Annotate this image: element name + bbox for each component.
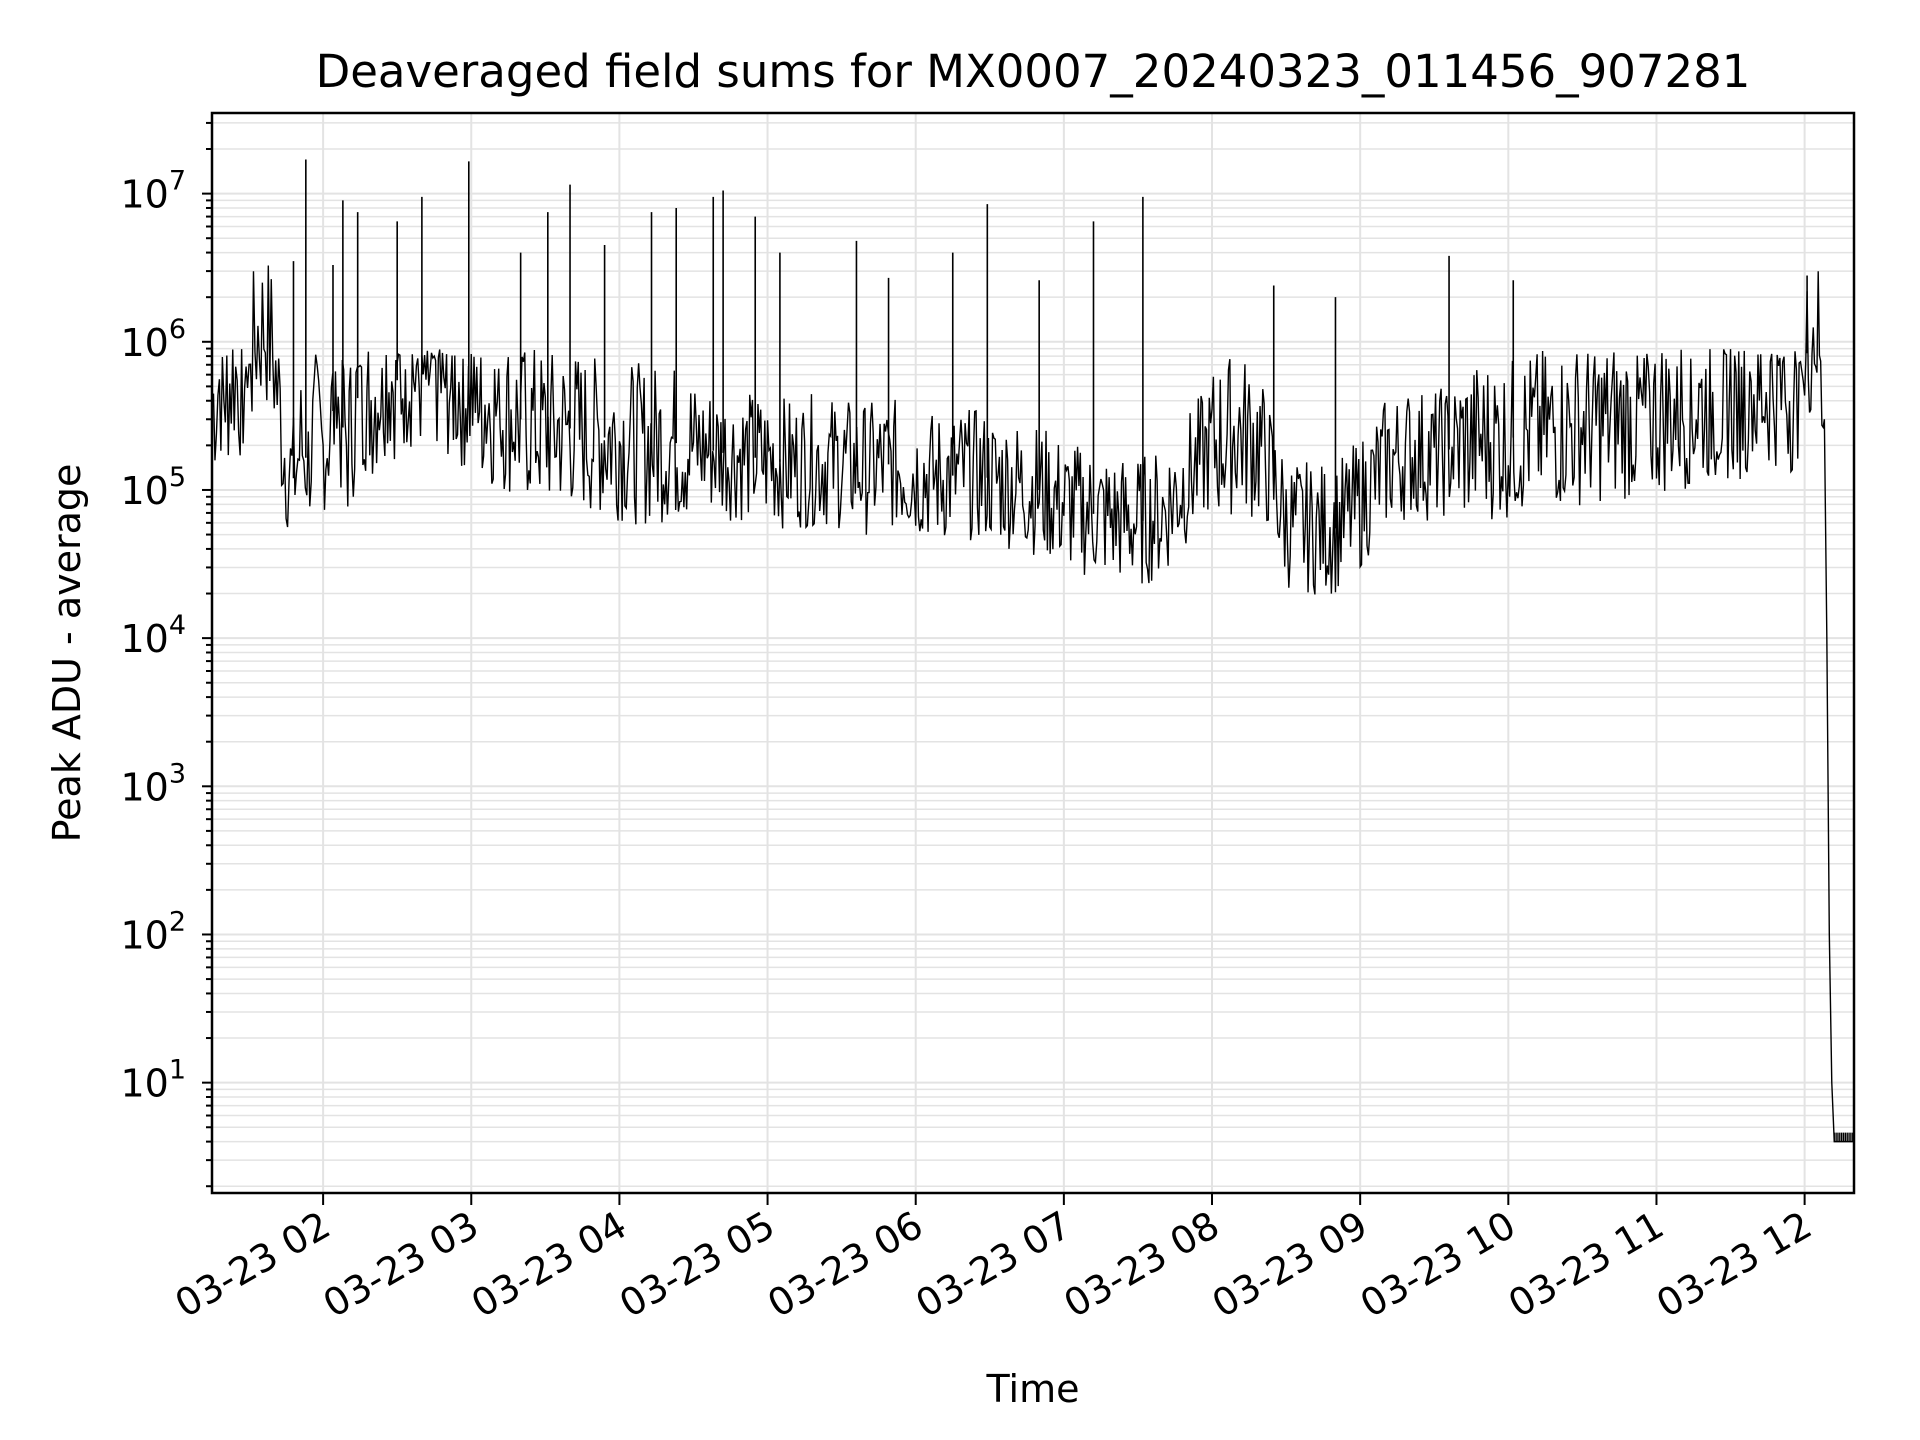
y-tick-label: 104 (120, 610, 186, 661)
series-layer (211, 159, 1854, 1143)
chart-title: Deaveraged field sums for MX0007_2024032… (316, 45, 1751, 98)
y-tick-label: 101 (120, 1055, 186, 1106)
y-tick-label: 106 (120, 314, 186, 365)
y-axis: 101 102 103 104 105 106 107 (120, 121, 212, 1188)
y-tick-label: 107 (120, 166, 186, 217)
x-axis-label: Time (986, 1367, 1080, 1411)
y-tick-label: 103 (120, 758, 186, 809)
grid (212, 113, 1854, 1193)
y-tick-label: 105 (120, 462, 186, 513)
y-axis-label: Peak ADU - average (45, 464, 89, 843)
y-tick-label: 102 (120, 906, 186, 957)
series-line (211, 265, 1854, 1143)
